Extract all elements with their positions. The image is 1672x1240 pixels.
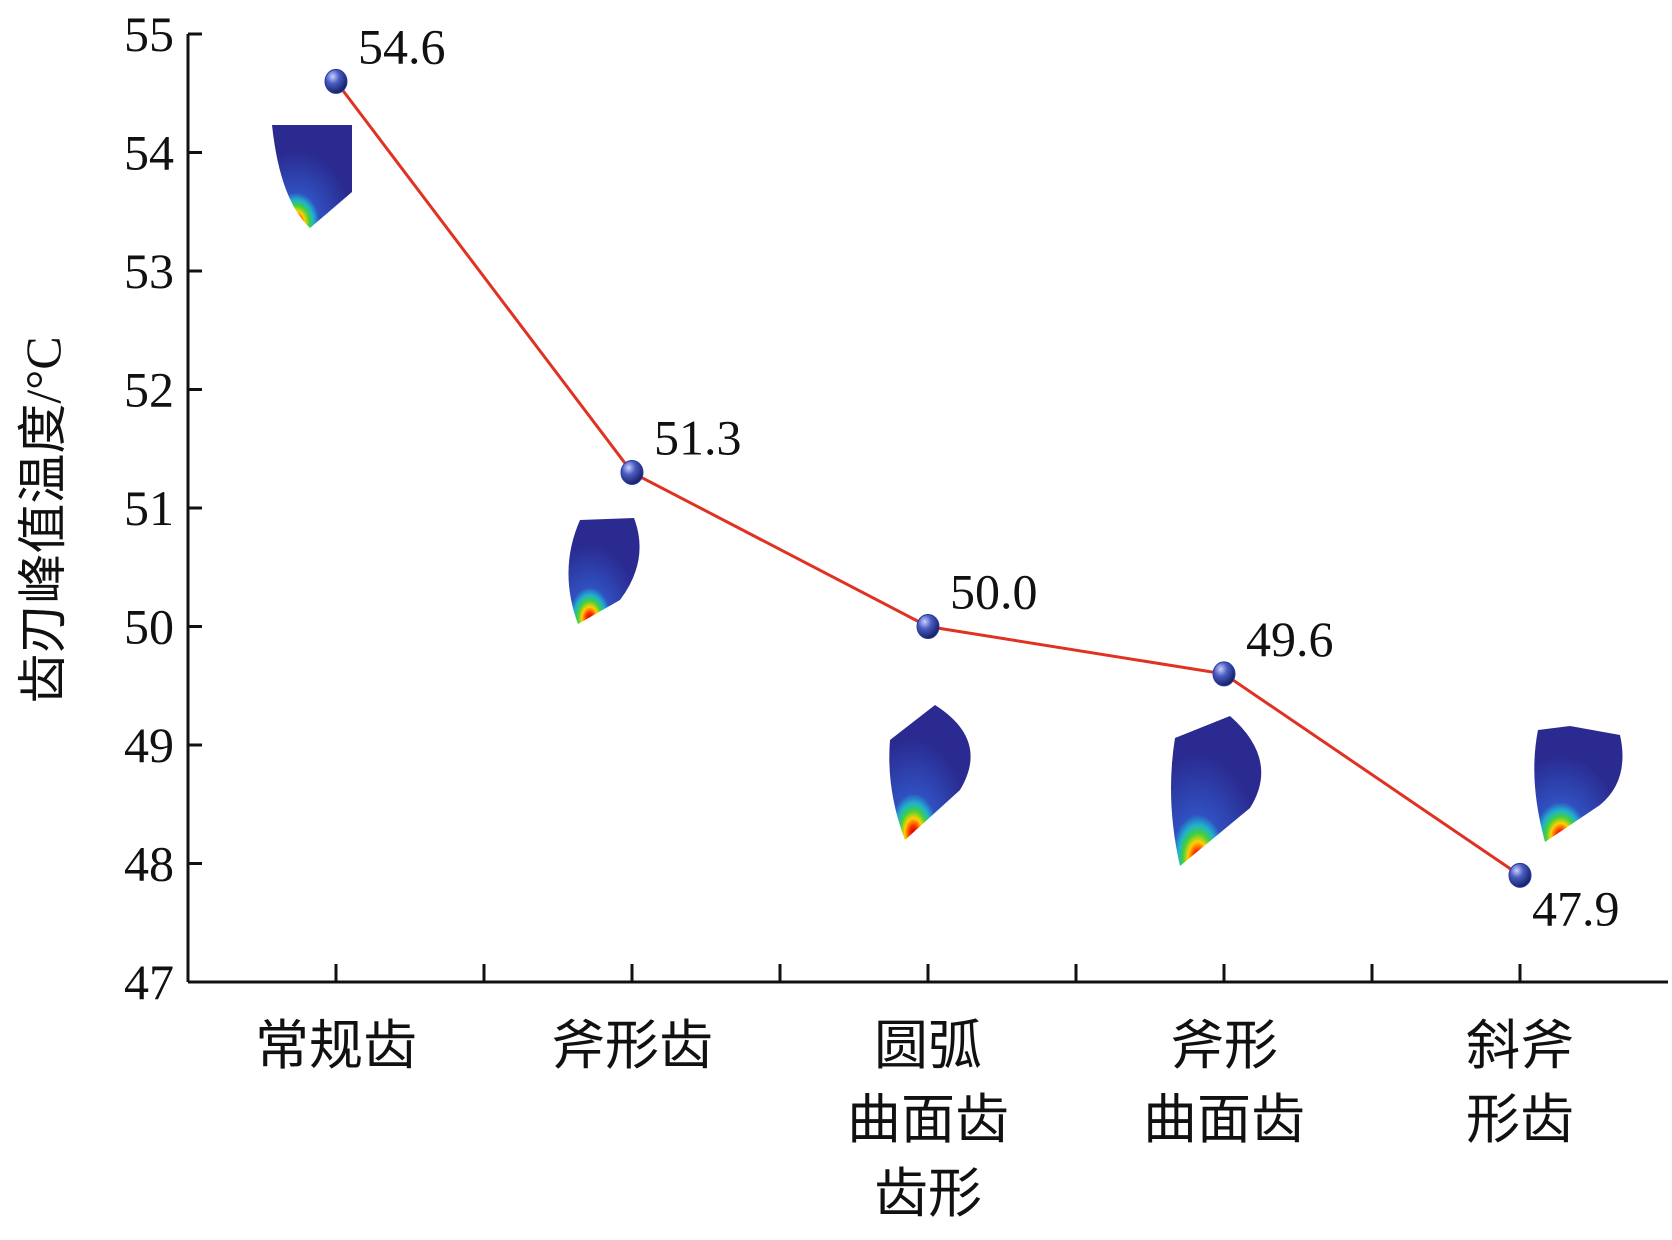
- tooth-icon: [1171, 716, 1262, 866]
- marker: [324, 68, 348, 94]
- value-label: 47.9: [1532, 880, 1620, 936]
- x-tick-label: 齿形: [874, 1164, 982, 1224]
- x-tick-label: 斧形: [1170, 1016, 1278, 1076]
- y-axis-label: 齿刃峰值温度/°C: [15, 336, 71, 703]
- tooth-icon: [272, 125, 352, 228]
- marker: [620, 459, 644, 485]
- y-tick-label: 53: [124, 243, 174, 299]
- value-label: 50.0: [950, 564, 1038, 620]
- x-tick-label: 斜斧: [1466, 1016, 1574, 1076]
- value-label: 51.3: [654, 409, 742, 465]
- y-tick-label: 54: [124, 125, 174, 181]
- marker: [916, 614, 940, 639]
- x-tick-label: 形齿: [1466, 1090, 1574, 1150]
- y-tick-label: 51: [124, 480, 174, 536]
- value-label: 54.6: [358, 18, 446, 74]
- y-tick-label: 52: [124, 362, 174, 418]
- y-tick-label: 48: [124, 836, 174, 892]
- marker: [1508, 862, 1532, 888]
- tooth-icon: [1534, 726, 1623, 842]
- x-tick-label: 曲面齿: [1143, 1090, 1305, 1150]
- tooth-icon: [568, 518, 640, 624]
- x-tick-label: 圆弧: [874, 1016, 982, 1076]
- tooth-icon: [889, 705, 971, 840]
- x-tick-label: 常规齿: [255, 1016, 417, 1076]
- marker: [1212, 661, 1236, 687]
- y-tick-label: 50: [124, 599, 174, 655]
- x-tick-label: 曲面齿: [847, 1090, 1009, 1150]
- y-tick-label: 55: [124, 6, 174, 62]
- value-label: 49.6: [1246, 611, 1334, 667]
- x-tick-label: 斧形齿: [551, 1016, 713, 1076]
- y-tick-label: 49: [124, 717, 174, 773]
- tooth-icons: [272, 125, 1623, 866]
- y-tick-label: 47: [124, 954, 174, 1010]
